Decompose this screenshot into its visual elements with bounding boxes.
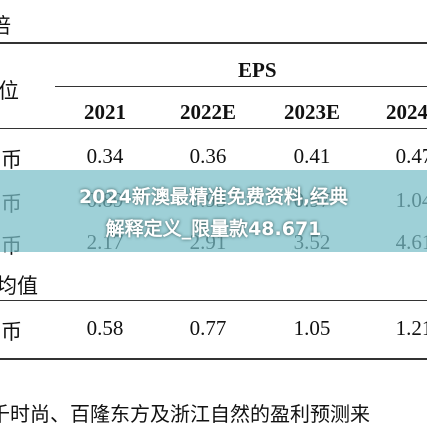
- unit: 位: [0, 79, 19, 103]
- group-header: EPS: [238, 58, 277, 82]
- cell: 0.34: [86, 144, 124, 168]
- column-header: 2023E: [283, 100, 340, 124]
- rule: [55, 86, 427, 87]
- row-label: 民币: [0, 148, 22, 172]
- banner-text: 2024新澳最精准免费资料,经典: [78, 186, 349, 208]
- corner: 倍: [0, 14, 11, 38]
- cell: 0.47: [395, 144, 427, 168]
- rule: [0, 358, 427, 360]
- banner: 2024新澳最精准免费资料,经典 解释定义_限量款48.671: [0, 170, 427, 252]
- cell: 1.21: [395, 316, 427, 340]
- cell: 1.05: [293, 316, 331, 340]
- cell: 0.36: [189, 144, 227, 168]
- column-header: 2021: [84, 100, 126, 124]
- cell: 0.58: [86, 316, 124, 340]
- rule: [0, 300, 427, 301]
- footnote: 千时尚、百隆东方及浙江自然的盈利预测来: [0, 404, 370, 426]
- rule: [0, 42, 427, 44]
- rule: [0, 128, 427, 129]
- banner-text: 解释定义_限量款48.671: [105, 218, 322, 240]
- cell: 0.77: [189, 316, 227, 340]
- cell: 0.41: [293, 144, 331, 168]
- column-header: 2022E: [179, 100, 236, 124]
- section: 均值: [0, 274, 38, 298]
- row-label: 民币: [0, 320, 22, 344]
- column-header: 2024E: [385, 100, 427, 124]
